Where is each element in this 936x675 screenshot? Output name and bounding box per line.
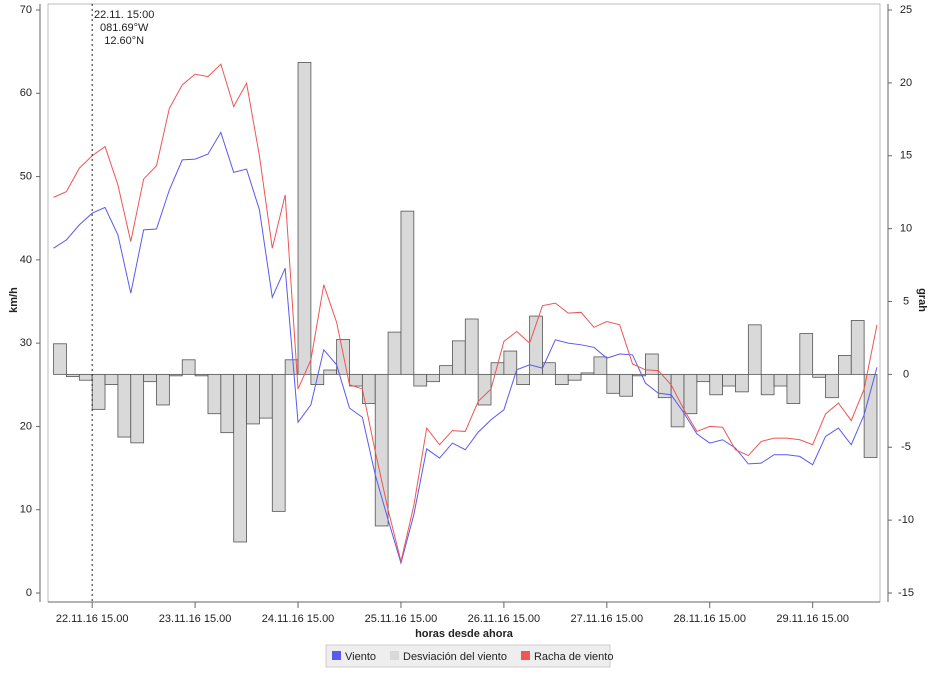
x-tick-label: 22.11.16 15.00 — [56, 613, 129, 625]
deviation-bar — [516, 373, 531, 385]
deviation-bar — [606, 373, 621, 394]
legend-label: Viento — [345, 651, 376, 663]
deviation-bar — [168, 373, 183, 377]
deviation-bar — [117, 373, 132, 438]
legend — [325, 644, 611, 668]
y2-tick-label: 10 — [900, 223, 912, 235]
legend-label: Desviación del viento — [403, 651, 507, 663]
x-axis-label: horas desde ahora — [415, 628, 514, 640]
line-2 — [53, 63, 878, 562]
deviation-bar — [825, 373, 839, 399]
line-0 — [53, 131, 878, 565]
y2-tick-label: -5 — [901, 441, 911, 453]
deviation-bar — [645, 353, 659, 375]
deviation-bar — [156, 373, 170, 406]
deviation-bar — [220, 373, 235, 434]
y-tick-label: 30 — [20, 337, 32, 349]
y-tick-label: 20 — [20, 420, 32, 432]
legend-swatch — [520, 651, 530, 660]
y-axis-label: km/h — [8, 287, 20, 313]
deviation-bar — [683, 373, 698, 415]
deviation-bar — [143, 373, 157, 383]
deviation-bar — [259, 373, 273, 419]
deviation-bar — [812, 373, 826, 378]
deviation-bar — [91, 373, 106, 410]
deviation-bar — [194, 373, 209, 377]
deviation-bar — [799, 333, 814, 375]
x-tick-label: 24.11.16 15.00 — [262, 613, 335, 625]
deviation-bar — [297, 62, 312, 375]
x-tick-label: 26.11.16 15.00 — [468, 613, 541, 625]
legend-swatch — [390, 651, 399, 660]
deviation-bar — [760, 373, 775, 396]
y2-axis-label: grah — [916, 288, 928, 312]
deviation-bar — [696, 373, 711, 383]
deviation-bar — [323, 369, 338, 375]
legend-label: Racha de viento — [534, 651, 614, 663]
deviation-bar — [66, 373, 80, 377]
deviation-bar — [863, 373, 878, 458]
deviation-bar — [181, 359, 196, 375]
deviation-bar — [567, 373, 582, 381]
deviation-bar — [336, 338, 350, 375]
deviation-bar — [207, 373, 222, 415]
deviation-bar — [593, 356, 608, 375]
y2-tick-label: 20 — [900, 77, 912, 89]
deviation-bar — [632, 373, 646, 377]
deviation-bar — [349, 373, 363, 387]
deviation-bar — [709, 373, 724, 396]
deviation-bar — [387, 331, 402, 375]
cursor-annotation: 081.69°W — [100, 22, 149, 34]
deviation-bar — [670, 373, 685, 428]
deviation-bar — [554, 373, 569, 385]
deviation-bar — [619, 373, 633, 397]
deviation-bar — [104, 373, 119, 385]
cursor-annotation: 12.60°N — [104, 35, 144, 47]
deviation-bar — [271, 373, 286, 512]
deviation-bar — [439, 365, 453, 375]
y2-tick-label: 15 — [900, 150, 912, 162]
y2-tick-label: 5 — [903, 295, 909, 307]
deviation-bar — [464, 318, 479, 375]
deviation-bar — [722, 373, 736, 387]
x-tick-label: 29.11.16 15.00 — [776, 613, 849, 625]
y-tick-label: 70 — [20, 4, 32, 16]
x-tick-label: 25.11.16 15.00 — [365, 613, 438, 625]
deviation-bar — [580, 372, 595, 375]
deviation-bar — [773, 373, 788, 387]
legend-swatch — [332, 651, 341, 660]
x-tick-label: 28.11.16 15.00 — [673, 613, 746, 625]
deviation-bar — [477, 373, 492, 406]
y-tick-label: 60 — [20, 87, 32, 99]
deviation-bar — [426, 373, 440, 383]
deviation-bar — [529, 315, 543, 375]
deviation-bar — [400, 210, 415, 375]
deviation-bar — [838, 355, 852, 375]
deviation-bar — [233, 373, 247, 543]
deviation-bar — [503, 350, 518, 375]
y2-tick-label: -15 — [898, 587, 914, 599]
x-tick-label: 27.11.16 15.00 — [571, 613, 644, 625]
y2-tick-label: -10 — [898, 514, 914, 526]
deviation-bar — [78, 373, 93, 381]
deviation-bar — [747, 324, 762, 375]
x-tick-label: 23.11.16 15.00 — [159, 613, 232, 625]
deviation-bar — [246, 373, 260, 425]
cursor-annotation: 22.11. 15:00 — [94, 9, 154, 21]
deviation-bar — [850, 320, 865, 375]
y-tick-label: 10 — [20, 504, 32, 516]
y-tick-label: 50 — [20, 170, 32, 182]
y2-tick-label: 0 — [903, 368, 909, 380]
deviation-bar — [53, 343, 67, 375]
deviation-bar — [413, 373, 428, 387]
y-tick-label: 40 — [20, 254, 32, 266]
deviation-bar — [786, 373, 801, 404]
deviation-bar — [452, 340, 466, 375]
y-tick-label: 0 — [26, 587, 32, 599]
deviation-bar — [735, 373, 749, 393]
deviation-bar — [130, 373, 145, 444]
y2-tick-label: 25 — [900, 4, 912, 16]
